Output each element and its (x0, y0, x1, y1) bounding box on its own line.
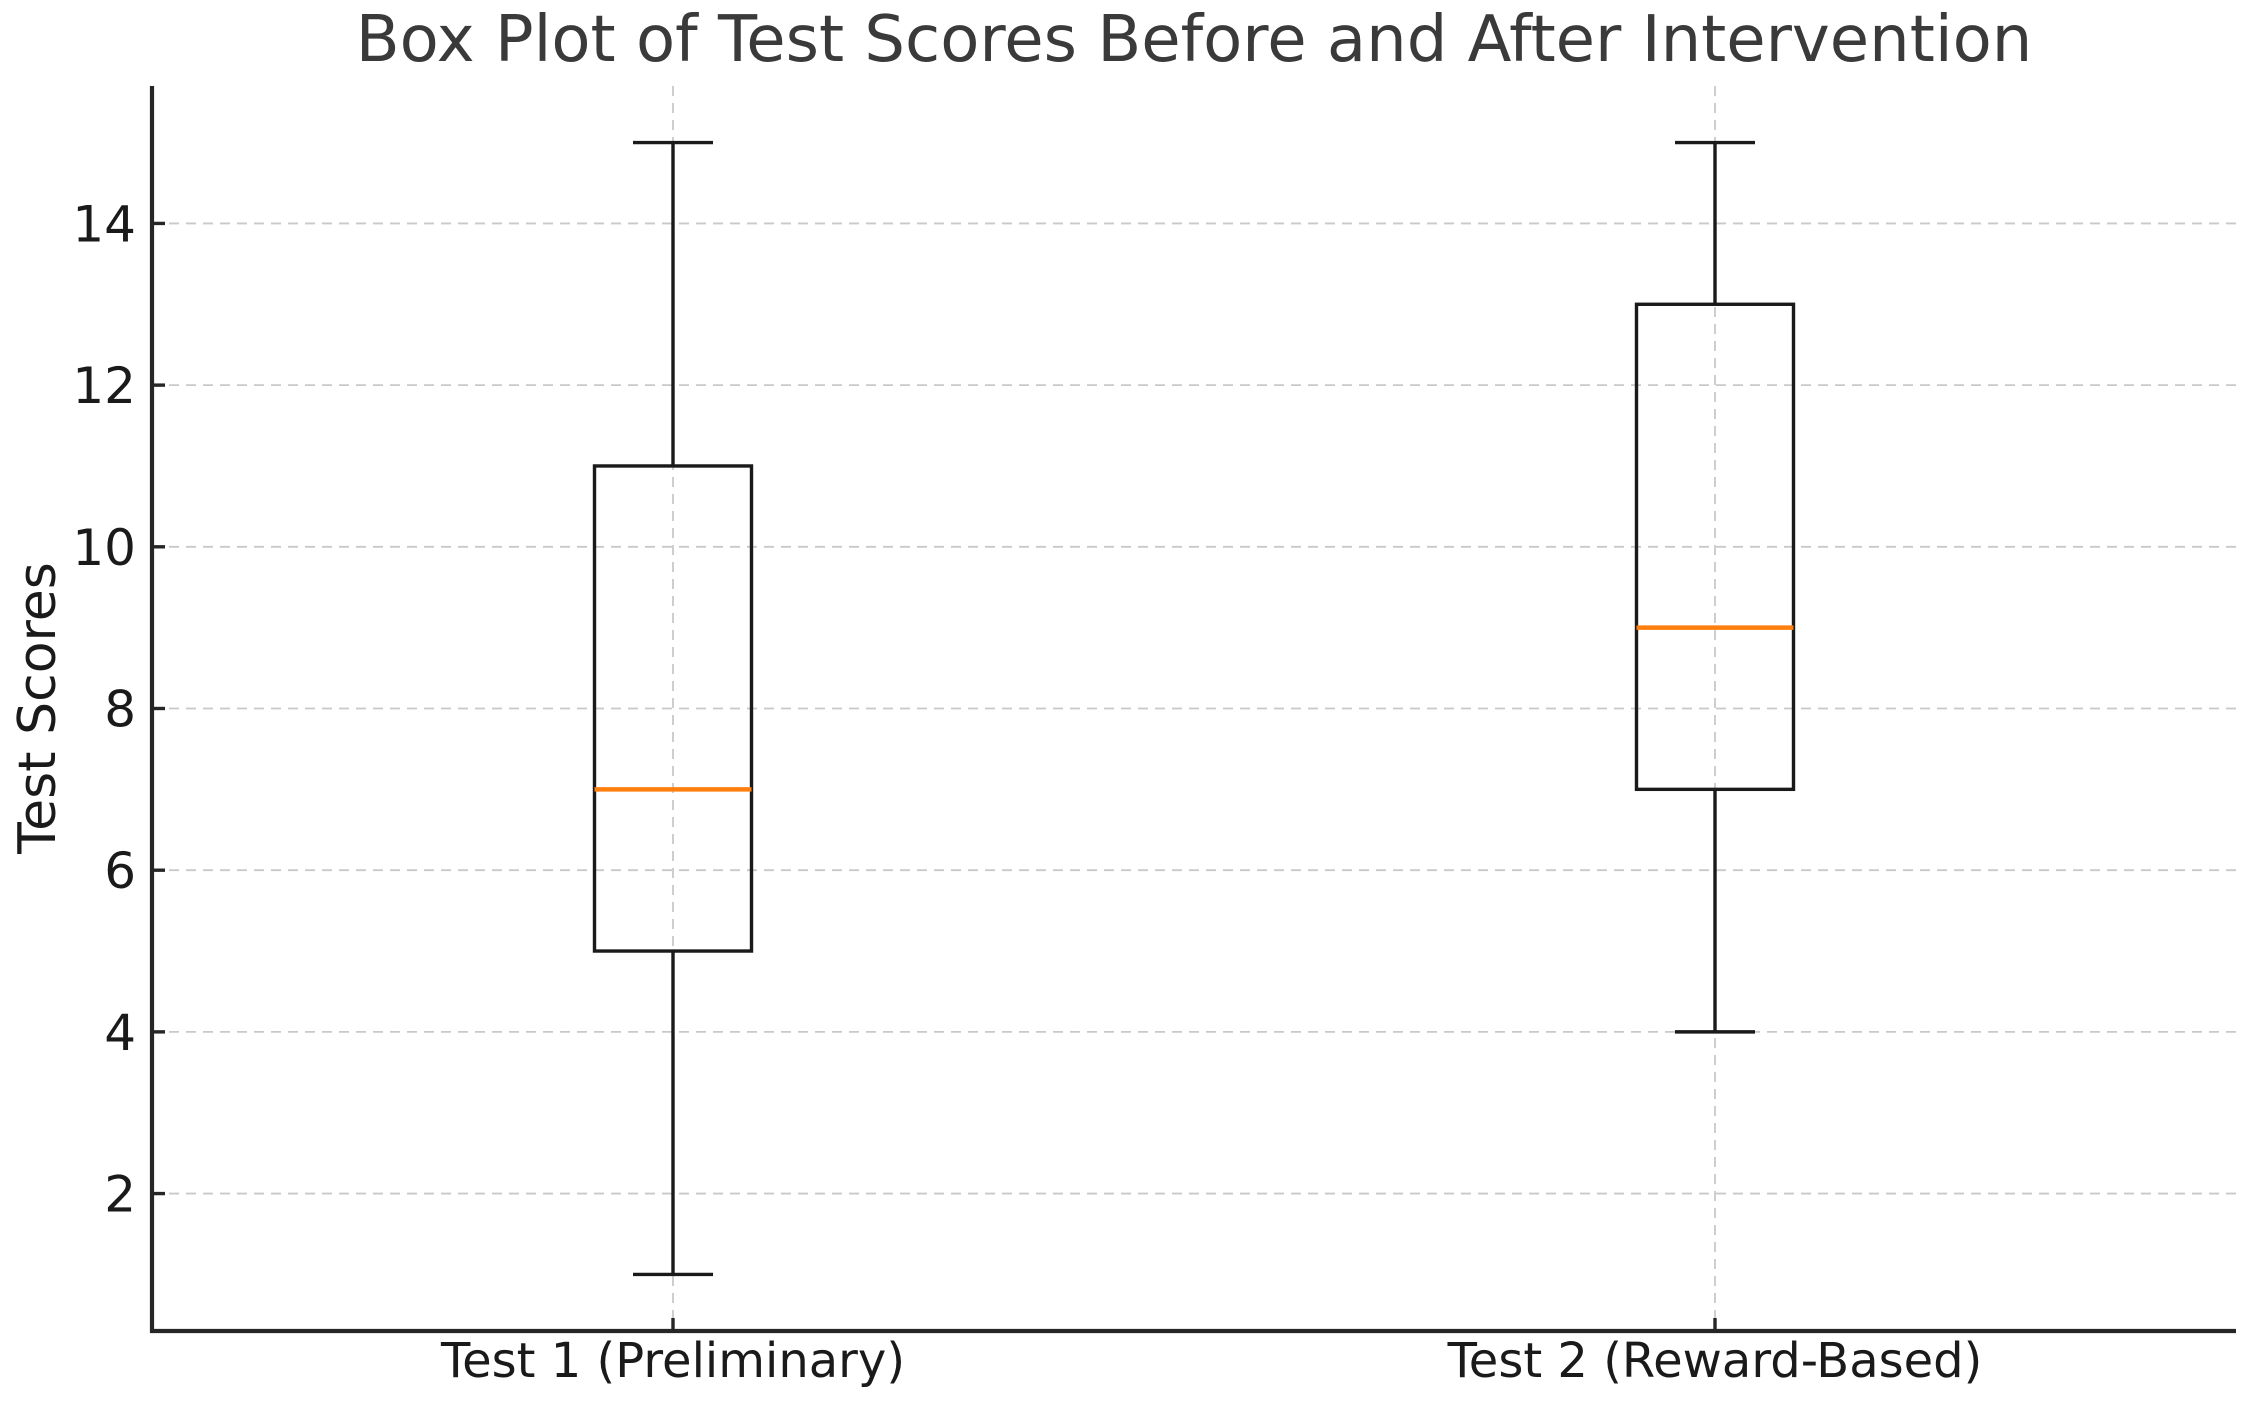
iqr-box (1634, 302, 1796, 792)
y-tick-label: 12 (72, 357, 136, 415)
y-tick-label: 14 (72, 195, 136, 253)
x-tick-label: Test 1 (Preliminary) (440, 1333, 905, 1389)
y-tick-label: 2 (104, 1166, 136, 1224)
y-tick-label: 4 (104, 1004, 136, 1062)
x-tick-label: Test 2 (Reward-Based) (1447, 1333, 1983, 1389)
chart-title: Box Plot of Test Scores Before and After… (355, 3, 2033, 77)
y-tick-label: 10 (72, 519, 136, 577)
y-tick-label: 8 (104, 681, 136, 739)
y-tick-label: 6 (104, 842, 136, 900)
iqr-box (592, 464, 754, 953)
